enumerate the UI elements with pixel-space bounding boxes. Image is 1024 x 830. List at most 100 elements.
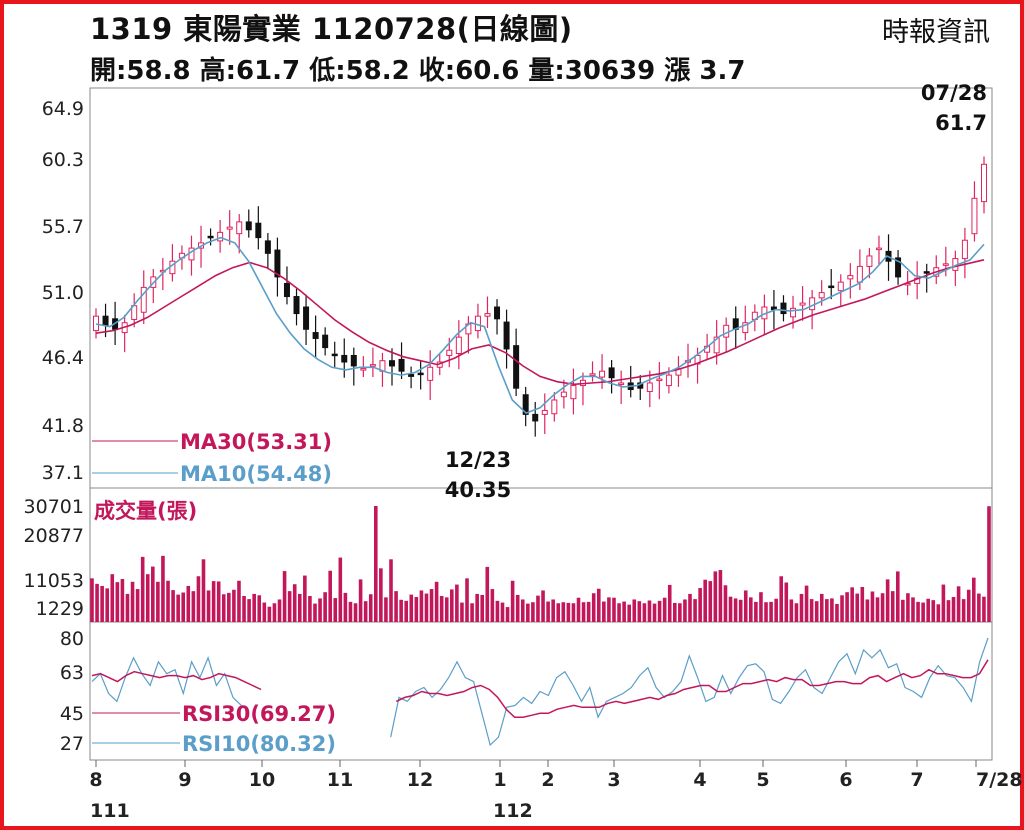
volume-bar: [135, 589, 140, 622]
volume-bar: [221, 594, 226, 622]
volume-bar: [181, 592, 186, 622]
candle-body: [350, 354, 357, 367]
candle-body: [895, 257, 902, 278]
ma10-line: [95, 236, 985, 415]
candle-body: [303, 306, 310, 330]
volume-bar: [556, 603, 561, 622]
candle-body: [665, 374, 672, 387]
price-y-tick-label: 55.7: [42, 216, 84, 238]
volume-bar: [272, 603, 277, 622]
volume-bar: [333, 598, 338, 622]
volume-bar: [622, 601, 626, 622]
volume-bar: [895, 571, 900, 622]
volume-bar: [901, 599, 905, 622]
volume-bar: [510, 580, 515, 622]
volume-bar: [313, 603, 317, 622]
x-month-label: 4: [693, 769, 706, 791]
volume-bar: [713, 571, 718, 622]
volume-bar: [500, 602, 505, 622]
volume-bar: [465, 578, 469, 622]
candle-body: [408, 373, 415, 377]
volume-bar: [880, 593, 885, 622]
volume-bar: [515, 594, 520, 622]
volume-bar: [759, 592, 763, 622]
candle-body: [322, 334, 329, 349]
volume-bar: [855, 593, 860, 622]
volume-bar: [460, 602, 464, 622]
rsi30-legend-label: RSI30(69.27): [182, 702, 336, 726]
volume-bar: [708, 581, 713, 622]
volume-bar: [297, 593, 302, 622]
candle-body: [255, 222, 262, 239]
candle-body: [875, 247, 882, 251]
volume-bar: [723, 585, 728, 622]
volume-bar: [784, 582, 789, 622]
candle-body: [608, 367, 615, 379]
candle-body: [856, 265, 863, 283]
volume-bar: [130, 581, 135, 622]
price-y-tick-label: 51.0: [42, 282, 84, 304]
volume-bar: [698, 588, 702, 622]
candle-body: [971, 197, 978, 235]
volume-bar: [475, 593, 479, 622]
volume-bar: [946, 600, 951, 622]
volume-bar: [520, 599, 525, 622]
volume-bar: [602, 601, 606, 622]
volume-bar: [379, 568, 383, 622]
volume-bar: [186, 585, 191, 622]
high-annotation-value: 61.7: [935, 111, 987, 135]
candle-body: [656, 378, 663, 382]
volume-bar: [571, 603, 576, 622]
candle-body: [226, 226, 233, 230]
volume-bar: [647, 600, 652, 622]
rsi-y-tick-label: 80: [60, 628, 84, 650]
price-y-tick-label: 46.4: [42, 347, 84, 369]
volume-bar: [672, 602, 677, 622]
volume-bar: [931, 600, 936, 622]
volume-bar: [961, 599, 966, 622]
volume-bar: [242, 595, 246, 622]
volume-bar: [769, 601, 773, 622]
volume-bar: [318, 598, 322, 622]
volume-bar: [551, 599, 555, 622]
volume-bar: [875, 597, 880, 622]
x-month-label: 6: [839, 769, 852, 791]
volume-y-tick-label: 1229: [36, 598, 84, 620]
ohlc-stats: 開:58.8 高:61.7 低:58.2 收:60.6 量:30639 漲 3.…: [90, 56, 746, 86]
volume-bar: [343, 592, 348, 622]
volume-bar: [358, 579, 363, 622]
volume-bar: [404, 600, 409, 622]
volume-bar: [176, 594, 180, 622]
volume-bar: [683, 599, 687, 622]
volume-bar: [373, 506, 378, 622]
volume-bar: [596, 588, 601, 622]
candle-body: [560, 391, 567, 398]
rsi-y-tick-label: 45: [60, 703, 84, 725]
volume-bar: [287, 591, 292, 622]
volume-bar: [865, 599, 870, 622]
candle-body: [837, 281, 844, 292]
volume-bar: [348, 601, 353, 622]
x-year-label: 111: [90, 800, 130, 822]
candle-body: [503, 321, 510, 350]
candle-body: [93, 315, 99, 332]
volume-bar: [754, 601, 758, 622]
rsi-y-tick-label: 63: [60, 662, 84, 684]
volume-bar: [789, 599, 794, 622]
x-month-label: 12: [407, 769, 433, 791]
volume-bar: [637, 601, 642, 622]
volume-bar: [495, 600, 500, 622]
volume-bar: [581, 602, 586, 622]
candle-body: [981, 163, 987, 203]
volume-bar: [840, 595, 844, 622]
price-y-tick-label: 41.8: [42, 415, 84, 437]
candle-body: [742, 322, 749, 334]
rsi30-line: [91, 659, 989, 718]
volume-bar: [774, 598, 778, 622]
volume-bar: [860, 586, 865, 622]
volume-bar: [941, 584, 946, 622]
candle-body: [713, 336, 720, 354]
candle-body: [790, 307, 797, 318]
volume-bar: [384, 597, 388, 622]
